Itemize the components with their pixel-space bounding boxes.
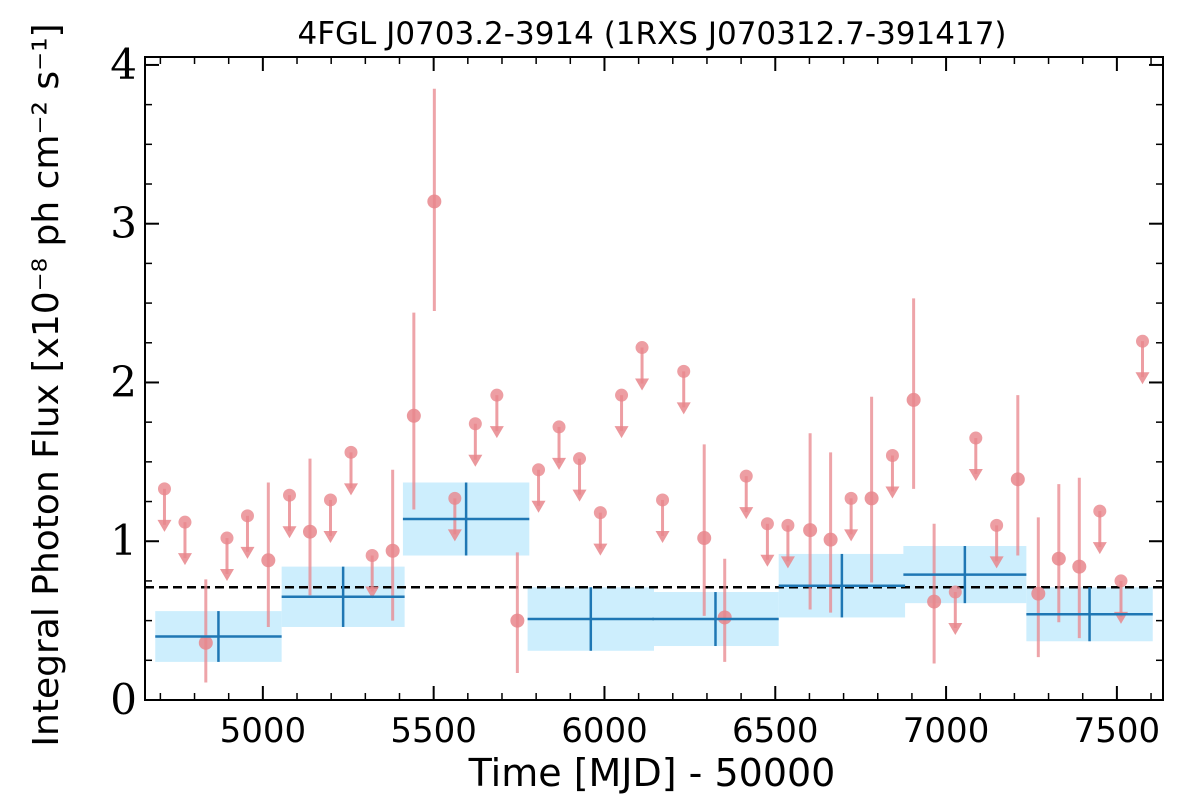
upper-limit-point — [1136, 334, 1150, 348]
upper-limit-point — [593, 506, 607, 520]
upper-limit-point — [1093, 504, 1107, 518]
detection-point — [1010, 472, 1025, 487]
detection-point — [510, 613, 525, 628]
upper-limit-arrow — [219, 569, 234, 582]
detection-point — [906, 392, 921, 407]
upper-limit-point — [240, 509, 254, 523]
x-tick-label: 6000 — [561, 711, 648, 751]
upper-limit-arrow — [157, 519, 172, 532]
detection-point — [261, 553, 276, 568]
upper-limit-point — [157, 482, 171, 496]
upper-limit-point — [468, 417, 482, 431]
upper-limit-point — [490, 388, 504, 402]
upper-limit-arrow — [489, 426, 504, 439]
detection-point — [302, 524, 317, 539]
detection-point — [1051, 551, 1066, 566]
upper-limit-arrow — [1092, 542, 1107, 555]
y-tick-label: 3 — [110, 199, 137, 248]
upper-limit-point — [781, 518, 795, 532]
x-tick-label: 7000 — [903, 711, 990, 751]
upper-limit-arrow — [531, 500, 546, 513]
chart-title: 4FGL J0703.2-3914 (1RXS J070312.7-391417… — [297, 16, 1006, 52]
upper-limit-arrow — [655, 530, 670, 543]
detection-point — [927, 594, 942, 609]
upper-limit-point — [323, 493, 337, 507]
tick-labels: 5000 5500 6000 6500 7000 7500 0 1 2 3 4 — [110, 40, 1160, 751]
upper-limit-point — [885, 449, 899, 463]
upper-limit-arrow — [760, 554, 775, 567]
upper-limit-arrow — [552, 457, 567, 470]
upper-limit-point — [448, 491, 462, 505]
long-bin-bands — [155, 482, 1153, 662]
x-tick-label: 5000 — [220, 711, 307, 751]
upper-limit-arrow — [780, 556, 795, 569]
upper-limit-arrow — [948, 623, 963, 636]
tick-marks — [145, 57, 1163, 701]
plot-frame — [144, 56, 1164, 701]
long-bin-errorbars — [155, 482, 1153, 662]
upper-limit-arrow — [572, 489, 587, 502]
upper-limit-point — [677, 364, 691, 378]
upper-limit-point — [283, 488, 297, 502]
upper-limit-point — [635, 341, 649, 355]
upper-limit-point — [969, 431, 983, 445]
upper-limit-point — [178, 515, 192, 529]
upper-limit-point — [532, 463, 546, 477]
y-tick-label: 1 — [110, 516, 137, 565]
upper-limit-arrow — [343, 483, 358, 496]
x-tick-label: 5500 — [390, 711, 477, 751]
upper-limit-arrow — [177, 553, 192, 566]
upper-limit-point — [573, 452, 587, 466]
detection-point — [864, 491, 879, 506]
short-bin-layer — [157, 88, 1150, 683]
detection-point — [1031, 586, 1046, 601]
x-axis-label: Time [MJD] - 50000 — [468, 751, 836, 795]
detection-point — [697, 531, 712, 546]
detection-point — [406, 408, 421, 423]
upper-limit-arrow — [593, 543, 608, 556]
y-tick-label: 0 — [110, 675, 137, 724]
upper-limit-arrow — [844, 529, 859, 542]
detection-point — [823, 532, 838, 547]
y-tick-label: 4 — [110, 40, 137, 89]
y-axis-label: Integral Photon Flux [x10⁻⁸ ph cm⁻² s⁻¹] — [26, 23, 67, 746]
upper-limit-arrow — [468, 454, 483, 467]
upper-limit-point — [220, 531, 234, 545]
detection-point — [717, 610, 732, 625]
upper-limit-arrow — [365, 586, 380, 599]
upper-limit-arrow — [323, 530, 338, 543]
detection-point — [803, 523, 818, 538]
upper-limit-arrow — [676, 402, 691, 415]
upper-limit-arrow — [739, 507, 754, 520]
upper-limit-arrow — [1135, 372, 1150, 385]
upper-limit-point — [1114, 574, 1128, 588]
x-tick-label: 7500 — [1074, 711, 1161, 751]
upper-limit-point — [990, 518, 1004, 532]
upper-limit-point — [656, 493, 670, 507]
upper-limit-arrow — [635, 378, 650, 391]
y-tick-label: 2 — [110, 357, 137, 406]
upper-limit-arrow — [614, 426, 629, 439]
upper-limit-arrow — [240, 546, 255, 559]
detection-point — [385, 543, 400, 558]
detection-point — [427, 194, 442, 209]
upper-limit-arrow — [885, 486, 900, 499]
upper-limit-point — [365, 549, 379, 563]
upper-limit-point — [552, 420, 566, 434]
x-tick-label: 6500 — [732, 711, 819, 751]
axes — [144, 56, 1164, 701]
upper-limit-point — [760, 517, 774, 531]
upper-limit-arrow — [447, 529, 462, 542]
upper-limit-point — [615, 388, 629, 402]
upper-limit-arrow — [282, 526, 297, 539]
upper-limit-point — [739, 469, 753, 483]
upper-limit-arrow — [989, 556, 1004, 569]
detection-point — [1072, 559, 1087, 574]
upper-limit-arrow — [968, 469, 983, 482]
upper-limit-point — [844, 491, 858, 505]
upper-limit-point — [344, 445, 358, 459]
detection-point — [198, 635, 213, 650]
upper-limit-point — [948, 585, 962, 599]
